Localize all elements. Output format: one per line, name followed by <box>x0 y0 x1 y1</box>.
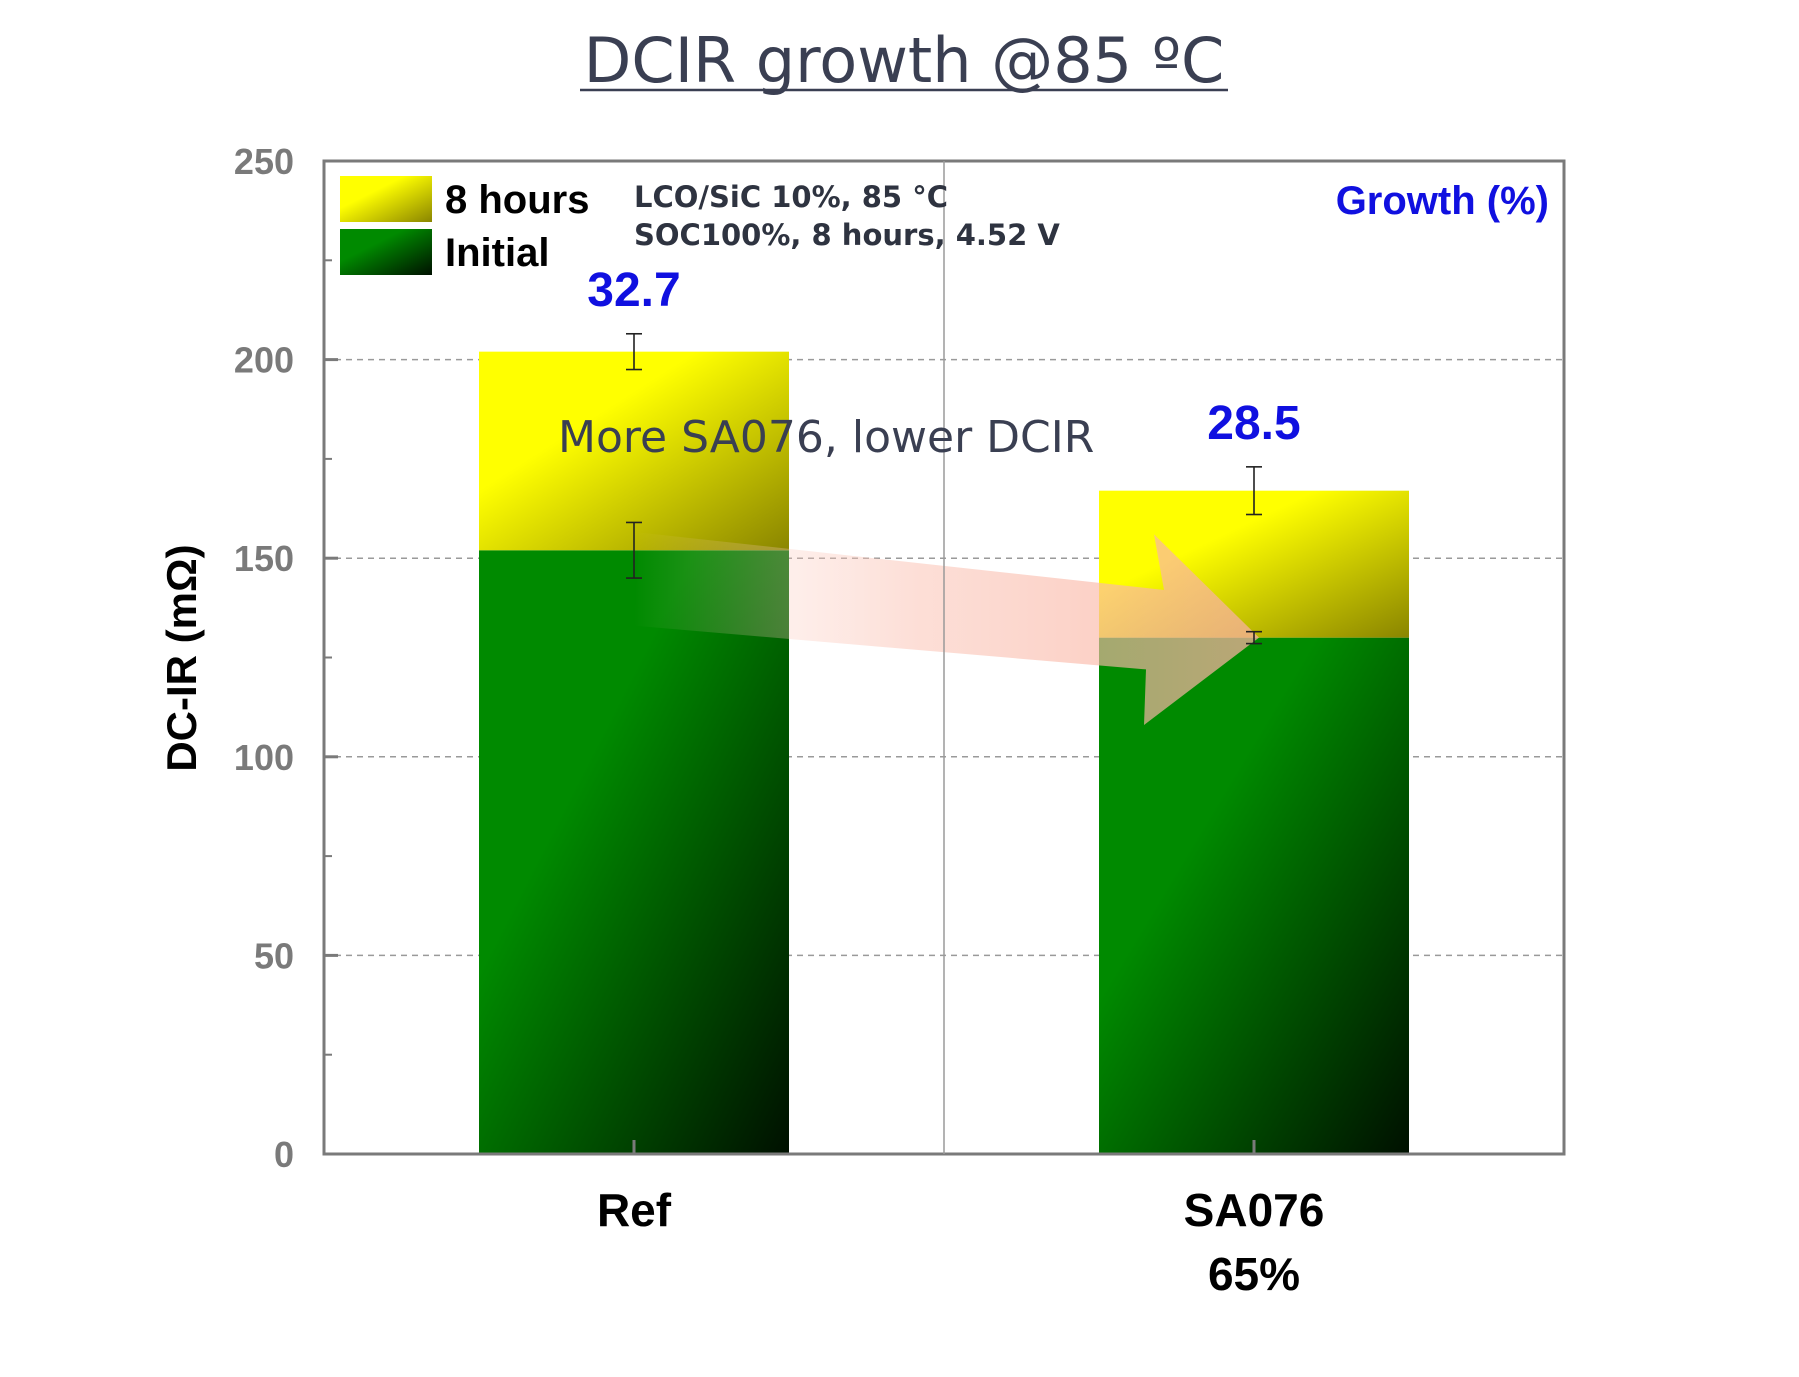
axis-ticks <box>324 159 1256 1156</box>
legend-label-initial: Initial <box>445 231 549 275</box>
y-tick-label-250: 250 <box>234 141 294 182</box>
conditions-line-2: SOC100%, 8 hours, 4.52 V <box>634 218 1060 252</box>
x-tick-sublabel-sa076: 65% <box>1208 1248 1300 1300</box>
y-tick-label-150: 150 <box>234 538 294 579</box>
y-tick-label-50: 50 <box>254 935 294 976</box>
conditions-line-1: LCO/SiC 10%, 85 °C <box>634 180 948 214</box>
error-bar-8-hours-ref <box>626 332 642 371</box>
error-bar-8-hours-sa076 <box>1246 466 1262 516</box>
chart-title: DCIR growth @85 ºC <box>584 24 1225 97</box>
growth-value-ref: 32.7 <box>587 264 680 317</box>
bar-initial-sa076 <box>1099 637 1409 1154</box>
x-tick-label-ref: Ref <box>597 1184 672 1236</box>
growth-value-sa076: 28.5 <box>1207 397 1300 450</box>
legend: 8 hours Initial <box>340 176 589 275</box>
trend-annotation: More SA076, lower DCIR <box>558 412 1094 463</box>
error-bar-initial-sa076 <box>1246 630 1262 645</box>
bar-initial-ref <box>479 550 789 1154</box>
y-axis-label: DC-IR (mΩ) <box>158 544 205 771</box>
legend-swatch-initial <box>340 229 432 275</box>
legend-label-8-hours: 8 hours <box>445 178 589 222</box>
trend-arrow <box>634 532 1259 726</box>
value-labels: 0 50 100 150 200 250 Ref 32.7 SA076 65% 28.5 <box>234 141 1324 1300</box>
legend-swatch-8-hours <box>340 176 432 222</box>
y-tick-label-100: 100 <box>234 737 294 778</box>
trend-arrow-shape <box>634 532 1259 726</box>
error-bar-initial-ref <box>626 521 642 579</box>
bar-8-hours-ref <box>479 351 789 551</box>
x-tick-label-sa076: SA076 <box>1184 1184 1325 1236</box>
y-tick-label-200: 200 <box>234 340 294 381</box>
error-bars <box>626 332 1262 645</box>
y-tick-label-0: 0 <box>274 1134 294 1175</box>
growth-header: Growth (%) <box>1336 179 1549 223</box>
